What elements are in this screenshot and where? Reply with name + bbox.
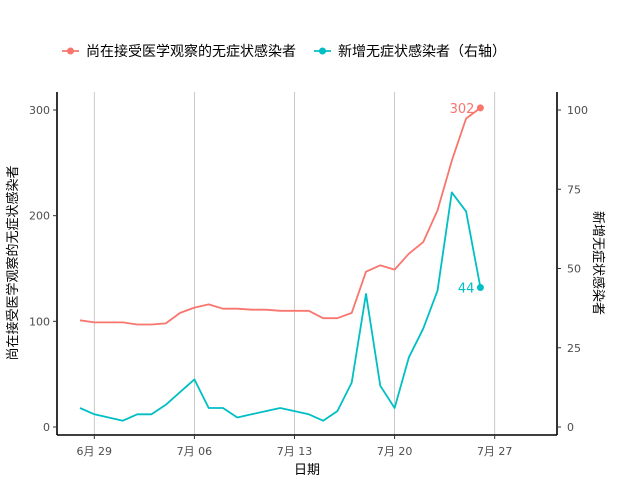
x-tick-label: 7月 13 xyxy=(277,445,313,458)
series-end-point-1 xyxy=(476,104,484,112)
legend-key-point-1 xyxy=(67,47,74,55)
series-layer xyxy=(79,104,484,422)
y-left-tick-label: 200 xyxy=(29,210,50,223)
series-end-label-1: 302 xyxy=(450,102,475,117)
legend-entry-2: 新增无症状感染者（右轴） xyxy=(338,43,506,60)
legend: 尚在接受医学观察的无症状感染者 新增无症状感染者（右轴） xyxy=(62,43,506,60)
y-right-tick-label: 75 xyxy=(567,183,581,196)
legend-key-point-2 xyxy=(319,47,326,55)
y-right-tick-label: 50 xyxy=(567,263,581,276)
series-end-point-2 xyxy=(476,284,484,292)
axes-layer: 0 100 200 300 0 25 50 75 100 6月 29 7月 06 7月 13 7月 20… xyxy=(29,92,588,458)
series-line-2 xyxy=(79,191,482,422)
x-axis-title: 日期 xyxy=(294,463,320,478)
y-right-tick-label: 100 xyxy=(567,104,588,117)
x-tick-label: 7月 20 xyxy=(377,445,413,458)
y-axis-right-title: 新增无症状感染者 xyxy=(590,211,606,315)
y-left-tick-label: 0 xyxy=(43,421,50,434)
grid-layer xyxy=(93,92,496,435)
y-right-tick-label: 25 xyxy=(567,342,581,355)
y-left-tick-label: 300 xyxy=(29,104,50,117)
y-right-tick-label: 0 xyxy=(567,421,574,434)
labels-layer: 302 44 xyxy=(450,102,475,297)
y-axis-left-title: 尚在接受医学观察的无症状感染者 xyxy=(5,165,21,360)
x-tick-label: 6月 29 xyxy=(77,445,113,458)
series-line-1 xyxy=(79,107,481,326)
series-end-label-2: 44 xyxy=(458,282,475,297)
y-left-tick-label: 100 xyxy=(29,315,50,328)
x-tick-label: 7月 27 xyxy=(477,445,513,458)
legend-entry-1: 尚在接受医学观察的无症状感染者 xyxy=(86,43,296,60)
x-tick-label: 7月 06 xyxy=(177,445,213,458)
